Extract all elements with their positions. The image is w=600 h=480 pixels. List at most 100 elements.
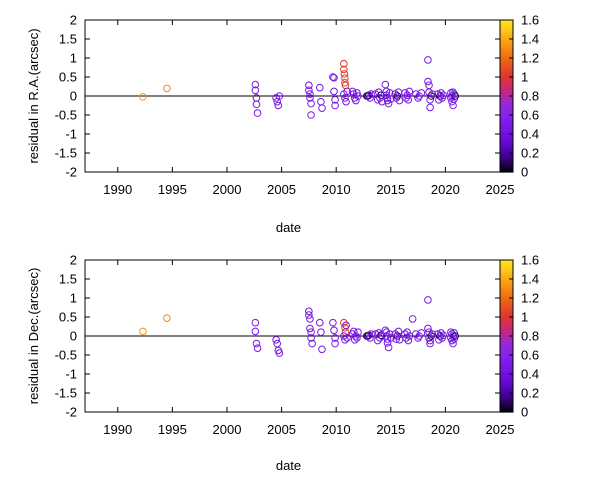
data-point [274,101,283,110]
colorbar-segment [500,352,513,356]
colorbar-segment [500,371,513,375]
colorbar-segment [500,119,513,123]
colorbar-segment [500,86,513,90]
data-point [403,91,411,100]
x-tick-label: 1990 [103,422,132,437]
data-point [163,314,171,322]
colorbar-segment [500,269,513,273]
data-point [366,334,374,342]
data-point [449,339,457,348]
colorbar-segment [500,409,513,413]
data-point [330,87,338,96]
colorbar-segment [500,103,513,107]
colorbar-segment [500,260,513,263]
colorbar-segment [500,326,513,330]
colorbar-segment [500,134,513,137]
colorbar-segment [500,395,513,399]
colorbar-segment [500,317,513,320]
x-tick-label: 2015 [376,422,405,437]
data-point [330,326,338,335]
data-point [428,330,437,338]
data-point [306,90,314,98]
data-point [331,101,339,110]
data-point [329,73,337,81]
colorbar-segment [500,279,513,282]
data-point [393,332,402,340]
y-tick-label: -1.5 [55,146,77,161]
data-point [331,96,339,104]
colorbar-segment [500,390,513,394]
data-point [437,89,445,97]
data-point [251,86,260,95]
x-tick-label: 2020 [431,182,460,197]
colorbar-segment [500,100,513,104]
colorbar-segment [500,122,513,126]
data-point [341,74,349,82]
y-tick-label: 0 [70,89,77,104]
colorbar-segment [500,31,513,35]
data-point [366,94,374,102]
ra-residual-panel: -2 -1.5 -1 -0.5 0 0.5 1 1.5 2 1990 1995 2000 2005 201… [26,13,539,236]
data-point [403,328,411,337]
data-point [341,94,349,102]
x-tick-label: 1990 [103,182,132,197]
colorbar-tick-label: 1.4 [521,32,539,47]
x-tick-label: 2000 [213,422,242,437]
data-point [439,91,448,100]
x-tick-label: 2010 [322,182,351,197]
data-point [451,332,460,340]
colorbar-segment [500,124,513,128]
colorbar-segment [500,350,513,354]
colorbar-segment [500,48,513,52]
colorbar-segment [500,65,513,69]
colorbar-segment [500,347,513,351]
y-tick-label: -1 [65,367,77,382]
colorbar-tick-label: 1 [521,310,528,325]
colorbar-tick-label: 1 [521,70,528,85]
colorbar-segment [500,343,513,347]
colorbar-segment [500,331,513,335]
x-tick-label: 2025 [486,422,515,437]
colorbar-segment [500,381,513,385]
data-point [305,81,313,90]
colorbar-segment [500,22,513,26]
data-point [424,324,432,333]
data-point [349,327,358,336]
y-tick-label: 2 [70,13,77,28]
data-point [447,328,455,337]
data-point [417,89,426,97]
data-point [401,330,409,338]
y-tick-label: 0.5 [59,310,77,325]
colorbar-tick-label: 0 [521,405,528,420]
data-point [367,90,375,98]
data-point [316,83,324,92]
colorbar-segment [500,364,513,368]
y-tick-label: -1.5 [55,386,77,401]
x-tick-label: 2005 [267,422,296,437]
y-tick-label: 1 [70,291,77,306]
colorbar-segment [500,55,513,59]
colorbar-segment [500,148,513,152]
data-point [305,86,313,95]
data-point [350,336,359,344]
colorbar-segment [500,162,513,166]
colorbar-segment [500,164,513,168]
data-point [385,330,394,338]
data-point [305,311,313,319]
colorbar-segment [500,286,513,290]
data-point [343,334,351,342]
colorbar-segment [500,24,513,28]
data-point [417,329,426,337]
data-point [349,90,358,98]
colorbar-segment [500,376,513,380]
x-tick-label: 2015 [376,182,405,197]
data-point [163,84,171,93]
colorbar-segment [500,96,513,99]
data-point [253,344,262,352]
colorbar-segment [500,50,513,54]
data-point [383,94,392,102]
colorbar-segment [500,98,513,102]
data-point [139,327,147,336]
colorbar-segment [500,383,513,387]
data-point [437,329,445,337]
